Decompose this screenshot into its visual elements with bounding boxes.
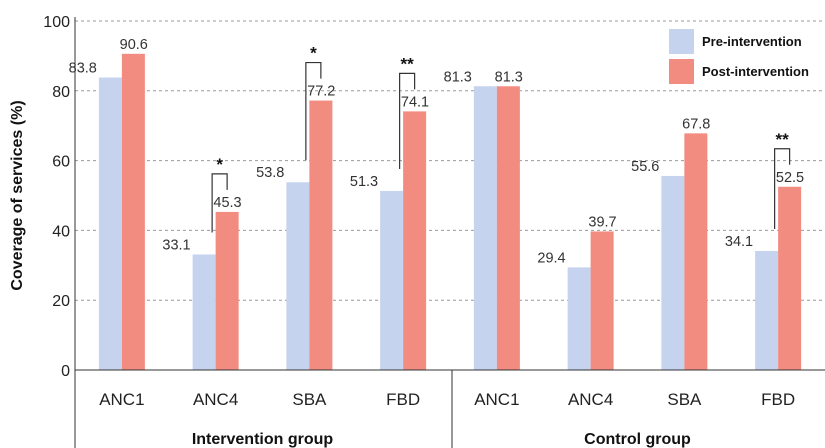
category-label: ANC4 (568, 390, 613, 409)
value-label-pre: 34.1 (725, 234, 753, 250)
bars (98, 53, 802, 371)
category-label: ANC1 (99, 390, 144, 409)
value-label-pre: 83.8 (69, 61, 97, 77)
bar-pre-intervention (286, 182, 310, 370)
category-label: ANC4 (193, 390, 238, 409)
value-label-pre: 33.1 (162, 237, 190, 253)
value-label-post: 45.3 (213, 195, 241, 211)
legend-swatch (669, 29, 694, 54)
y-axis-title: Coverage of services (%) (9, 100, 26, 290)
bar-post-intervention (121, 53, 145, 370)
y-tick-label: 80 (52, 84, 70, 101)
y-tick-label: 20 (52, 293, 70, 310)
significance-bracket (305, 61, 322, 161)
bar-pre-intervention (473, 86, 497, 370)
value-label-post: 74.1 (401, 94, 429, 110)
legend-swatch (669, 59, 694, 84)
value-label-pre: 29.4 (537, 250, 565, 266)
significance-bracket (211, 173, 228, 233)
significance-marker: * (310, 44, 317, 63)
axes: 0 20 40 60 80 100 Coverage of services (%) (9, 14, 825, 448)
bar-post-intervention (590, 231, 614, 370)
group-label: Control group (584, 431, 691, 448)
legend-label: Post-intervention (702, 64, 809, 79)
bar-pre-intervention (192, 254, 216, 370)
y-tick-label: 100 (43, 14, 70, 31)
bar-pre-intervention (98, 77, 122, 371)
y-tick-label: 40 (52, 223, 70, 240)
labels: 83.8 90.6 ANC1 33.1 45.3 ANC4 53.8 77.2 SBA 51.3 7… (69, 37, 804, 448)
bar-pre-intervention (755, 250, 779, 370)
bar-post-intervention (215, 211, 239, 370)
bar-pre-intervention (661, 175, 685, 370)
bar-post-intervention (496, 86, 520, 370)
significance-marker: ** (776, 130, 790, 149)
value-label-post: 67.8 (682, 116, 710, 132)
category-label: SBA (292, 390, 327, 409)
significance-marker: ** (401, 54, 415, 73)
category-label: FBD (761, 390, 795, 409)
significance-marker: * (216, 155, 223, 174)
bar-post-intervention (403, 111, 427, 371)
value-label-post: 81.3 (495, 69, 523, 85)
value-label-post: 90.6 (120, 37, 148, 53)
category-label: ANC1 (474, 390, 519, 409)
gridlines (75, 20, 825, 301)
value-label-post: 77.2 (307, 84, 335, 100)
group-label: Intervention group (192, 431, 334, 448)
y-tick-label: 0 (61, 363, 70, 380)
value-label-pre: 81.3 (444, 69, 472, 85)
value-label-pre: 53.8 (256, 165, 284, 181)
legend: Pre-intervention Post-intervention (669, 29, 809, 84)
significance-bracket (399, 72, 416, 169)
bar-post-intervention (309, 100, 333, 371)
significance-bracket (774, 148, 791, 229)
bar-post-intervention (684, 133, 708, 370)
value-label-post: 52.5 (776, 170, 804, 186)
value-label-post: 39.7 (588, 214, 616, 230)
value-label-pre: 55.6 (631, 159, 659, 175)
category-label: FBD (386, 390, 420, 409)
significance-brackets: ****** (211, 44, 791, 233)
bar-post-intervention (778, 186, 802, 370)
bar-pre-intervention (567, 267, 591, 370)
category-label: SBA (667, 390, 702, 409)
y-tick-label: 60 (52, 154, 70, 171)
bar-pre-intervention (380, 190, 404, 370)
value-label-pre: 51.3 (350, 174, 378, 190)
legend-label: Pre-intervention (702, 34, 802, 49)
